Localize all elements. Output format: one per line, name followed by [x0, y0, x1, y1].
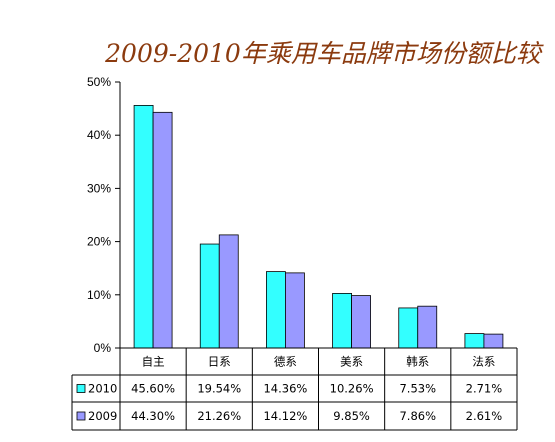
y-tick-label: 10% — [87, 288, 111, 302]
data-label-2009: 9.85% — [333, 409, 370, 423]
data-label-2009: 2.61% — [466, 409, 503, 423]
data-label-2010: 19.54% — [197, 382, 241, 396]
category-label: 德系 — [274, 355, 297, 369]
bar-2009-1 — [152, 111, 173, 349]
bar-2010-2 — [199, 243, 220, 349]
bar-2009-5 — [417, 305, 438, 349]
bar-2009-3 — [285, 272, 305, 349]
data-label-2010: 10.26% — [330, 382, 374, 396]
bar-2010-1 — [133, 105, 154, 349]
bar-2010-6 — [464, 333, 485, 349]
y-tick-label: 20% — [87, 235, 111, 249]
legend-swatch-2009 — [76, 411, 86, 421]
legend-label-2009: 2009 — [88, 409, 117, 423]
category-label: 法系 — [472, 355, 495, 369]
category-label: 日系 — [208, 355, 231, 369]
y-tick-label: 50% — [87, 75, 111, 89]
y-tick-label: 30% — [87, 181, 111, 195]
data-label-2009: 21.26% — [197, 409, 241, 423]
data-label-2009: 14.12% — [263, 409, 307, 423]
legend-label-2010: 2010 — [88, 382, 117, 396]
chart-title: 2009-2010年乘用车品牌市场份额比较 — [104, 39, 544, 68]
data-table: 自主 日系 德系 美系 韩系 法系 2010 45.60% 19.54% 14.36% 10.26%… — [71, 347, 518, 431]
y-tick-label: 40% — [87, 128, 111, 142]
legend-swatch-2010 — [76, 384, 86, 393]
plot-area: 0% 10% 20% 30% 40% 50% — [87, 75, 504, 355]
category-label: 美系 — [340, 355, 363, 369]
data-label-2010: 2.71% — [466, 382, 503, 396]
data-label-2010: 7.53% — [399, 382, 436, 396]
bar-2010-3 — [266, 271, 286, 349]
bar-2010-4 — [332, 293, 352, 349]
y-tick-label: 0% — [94, 341, 112, 355]
data-label-2010: 45.60% — [131, 382, 175, 396]
bar-2009-4 — [351, 295, 371, 349]
category-label: 自主 — [142, 355, 165, 369]
bar-2010-5 — [398, 307, 419, 349]
data-label-2009: 44.30% — [131, 409, 175, 423]
bar-2009-6 — [483, 333, 504, 349]
bar-2009-2 — [218, 234, 239, 349]
data-label-2009: 7.86% — [399, 409, 436, 423]
category-label: 韩系 — [406, 355, 429, 369]
data-label-2010: 14.36% — [263, 382, 307, 396]
